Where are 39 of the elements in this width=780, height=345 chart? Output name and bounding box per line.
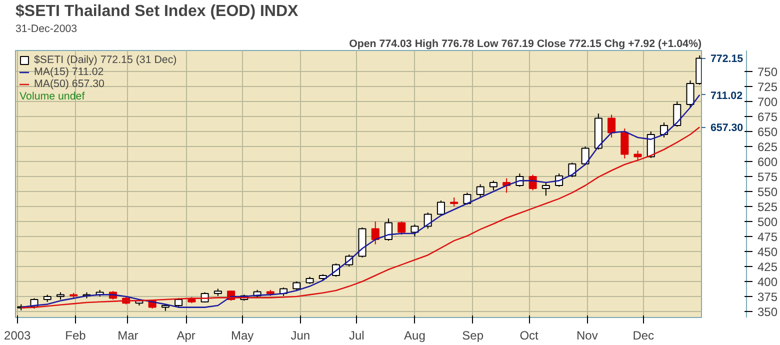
text: 772.15: [710, 53, 744, 66]
x-tick-label: Nov: [576, 328, 598, 342]
x-tick-label: Feb: [65, 328, 86, 342]
y-tick-label: 675: [758, 110, 778, 124]
y-tick-label: 400: [758, 275, 778, 289]
y-tick-label: 625: [758, 140, 778, 154]
x-tick-label: Jun: [290, 328, 310, 342]
y-tick-label: 725: [758, 80, 778, 94]
data-label: 657.30: [710, 122, 744, 134]
chart-title: $SETI Thailand Set Index (EOD) INDX: [16, 3, 299, 20]
text: Open 774.03 High 776.78 Low 767.19 Close 772.15 Chg +7.92 (+1.04%): [349, 38, 702, 50]
x-tick-label: May: [230, 328, 254, 342]
y-tick-label: 700: [758, 95, 778, 109]
y-tick-label: 425: [758, 260, 778, 274]
y-tick-label: 375: [758, 290, 778, 304]
chart-subtitle: 31-Dec-2003: [16, 23, 78, 35]
y-tick-label: 500: [758, 215, 778, 229]
x-tick-label: Oct: [520, 328, 540, 342]
x-tick-label: Mar: [118, 328, 138, 342]
y-tick-label: 600: [758, 155, 778, 169]
y-tick-label: 575: [758, 170, 778, 184]
y-tick-label: 450: [758, 245, 778, 259]
y-tick-label: 650: [758, 125, 778, 139]
y-tick-label: 475: [758, 230, 778, 244]
y-tick-label: 525: [758, 200, 778, 214]
x-tick-label: Sep: [462, 328, 484, 342]
x-tick-label: Dec: [632, 328, 654, 342]
annotation: Volume undef: [20, 90, 85, 102]
data-label: 711.02: [710, 90, 743, 102]
x-tick-label: Aug: [404, 328, 426, 342]
x-tick-label: Apr: [176, 328, 196, 342]
x-tick-label: Jul: [348, 328, 364, 342]
y-tick-label: 750: [758, 65, 778, 79]
legend-label: MA(15) 711.02: [34, 66, 104, 78]
y-tick-label: 350: [758, 305, 778, 319]
legend-label: $SETI (Daily) 772.15 (31 Dec): [34, 54, 177, 66]
legend-label: MA(50) 657.30: [34, 78, 104, 90]
y-tick-label: 550: [758, 185, 778, 199]
x-tick-label: 2003: [4, 328, 32, 342]
